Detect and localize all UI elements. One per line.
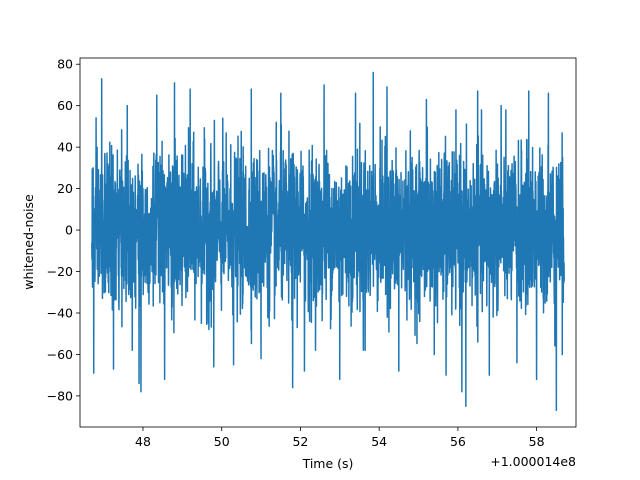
y-tick-label: 80 <box>57 57 73 72</box>
axes-frame <box>79 57 577 428</box>
x-axis: 48 50 52 54 56 58 <box>135 427 545 449</box>
y-axis-label: whitened-noise <box>21 194 36 290</box>
y-tick-label: 0 <box>65 223 73 238</box>
y-axis: −80 −60 −40 −20 0 20 40 60 80 <box>47 57 80 403</box>
y-tick-label: −40 <box>47 305 73 320</box>
x-tick-label: 56 <box>450 434 466 449</box>
y-tick-label: 40 <box>57 140 73 155</box>
y-tick-label: −80 <box>47 388 73 403</box>
series-layer <box>91 71 565 412</box>
x-offset-label: +1.000014e8 <box>490 454 576 469</box>
series-line-whitened-noise <box>91 71 565 412</box>
x-tick-label: 52 <box>292 434 308 449</box>
y-tick-label: 60 <box>57 98 73 113</box>
y-tick-label: 20 <box>57 181 73 196</box>
y-tick-label: −20 <box>47 264 73 279</box>
x-tick-label: 48 <box>135 434 151 449</box>
x-tick-label: 58 <box>529 434 545 449</box>
y-tick-label: −60 <box>47 347 73 362</box>
x-axis-label: Time (s) <box>302 456 354 471</box>
x-tick-label: 50 <box>214 434 230 449</box>
x-tick-label: 54 <box>371 434 387 449</box>
